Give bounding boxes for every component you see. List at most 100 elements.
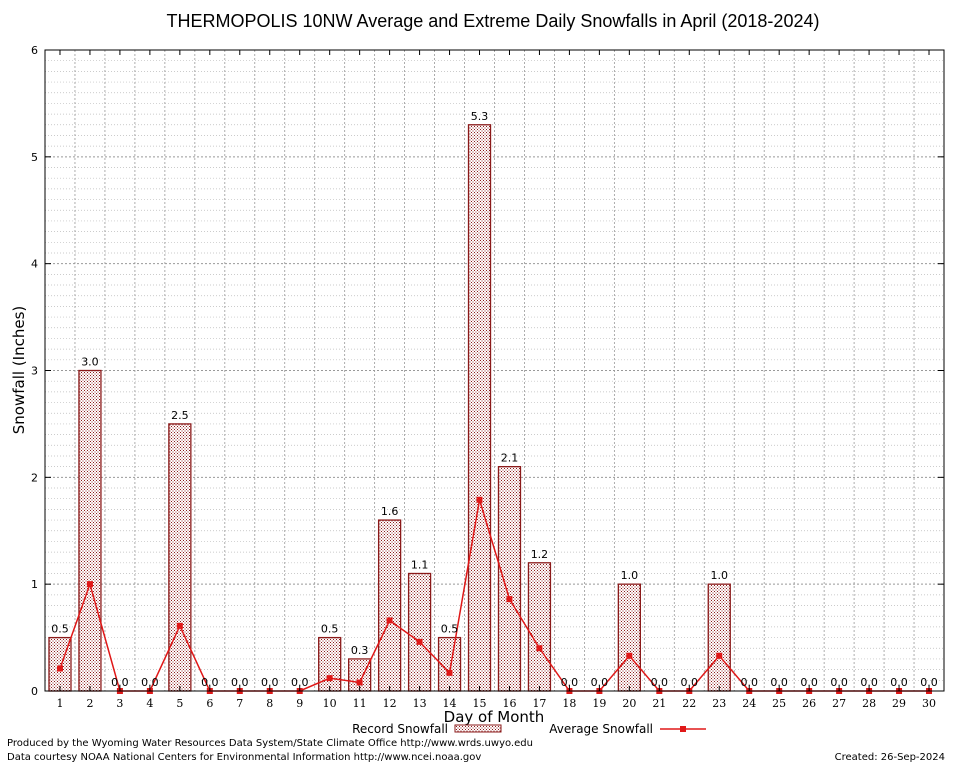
x-tick-label: 17 [532,697,546,710]
average-point [446,669,453,676]
bar-value-label: 1.6 [381,505,399,518]
x-tick-label: 24 [742,697,756,710]
bar-labels: 0.5 3.0 0.0 0.0 2.5 0.0 0.0 0.0 0.0 0.5 0.3 1.6 1.1 0… [51,110,938,689]
bars [48,124,731,692]
average-point [506,596,513,603]
x-tick-label: 7 [236,697,243,710]
record-bar [527,562,552,692]
bar-value-label: 0.0 [141,676,159,689]
x-tick-label: 20 [622,697,636,710]
x-tick-label: 4 [146,697,153,710]
bar-value-label: 5.3 [471,110,489,123]
bar-value-label: 3.0 [81,356,99,369]
x-tick-label: 13 [413,697,427,710]
record-bar [467,124,492,692]
average-point [386,617,393,624]
bar-value-label: 0.0 [681,676,699,689]
bar-value-label: 0.5 [441,623,459,636]
x-tick-label: 25 [772,697,786,710]
x-tick-label: 19 [592,697,606,710]
record-bar [407,572,432,692]
y-tick-label: 6 [31,44,38,57]
x-tick-label: 3 [116,697,123,710]
x-tick-label: 18 [562,697,576,710]
y-tick-label: 2 [31,471,38,484]
y-tick-label: 3 [31,365,38,378]
chart-title: THERMOPOLIS 10NW Average and Extreme Dai… [167,11,820,31]
bar-value-label: 0.0 [651,676,669,689]
bar-value-label: 0.0 [231,676,249,689]
legend: Record Snowfall Average Snowfall [352,722,706,736]
bar-value-label: 0.0 [770,676,788,689]
x-tick-label: 10 [323,697,337,710]
average-point [356,679,363,686]
average-point [476,496,483,503]
x-tick-label: 9 [296,697,303,710]
x-tick-label: 28 [862,697,876,710]
legend-record-swatch [454,724,502,733]
average-point [86,581,93,588]
bar-value-label: 0.0 [890,676,908,689]
bar-value-label: 2.1 [501,452,519,465]
average-point [626,652,633,659]
x-tick-label: 26 [802,697,816,710]
average-point [416,638,423,645]
average-point [536,645,543,652]
legend-average-label: Average Snowfall [549,722,653,736]
record-bar [318,636,342,692]
x-tick-label: 12 [383,697,397,710]
average-point [716,652,723,659]
average-point [176,622,183,629]
x-tick-label: 16 [502,697,516,710]
y-tick-label: 4 [31,258,38,271]
y-tick-label: 0 [31,685,38,698]
x-tick-label: 29 [892,697,906,710]
y-tick-label: 5 [31,151,38,164]
bar-value-label: 1.0 [711,569,729,582]
footer-produced-by: Produced by the Wyoming Water Resources … [7,738,533,749]
x-tick-label: 21 [652,697,666,710]
footer-data-courtesy: Data courtesy NOAA National Centers for … [7,752,482,763]
x-tick-label: 6 [206,697,213,710]
bar-value-label: 1.2 [531,548,549,561]
record-bar [168,423,192,692]
x-tick-label: 1 [56,697,63,710]
legend-average-marker [680,726,686,732]
x-tick-label: 30 [922,697,936,710]
y-axis-label: Snowfall (Inches) [10,306,28,434]
bar-value-label: 0.0 [201,676,219,689]
bar-value-label: 0.0 [740,676,758,689]
record-bar [497,465,522,692]
bar-value-label: 1.1 [411,558,429,571]
record-bar [377,519,402,692]
x-tick-label: 23 [712,697,726,710]
bar-value-label: 0.0 [591,676,609,689]
bar-value-label: 0.5 [321,623,339,636]
bar-value-label: 0.0 [111,676,129,689]
bar-value-label: 0.5 [51,623,69,636]
bar-value-label: 0.0 [830,676,848,689]
grid [45,50,944,691]
x-tick-label: 15 [473,697,487,710]
bar-value-label: 0.0 [920,676,938,689]
x-tick-label: 22 [682,697,696,710]
bar-value-label: 0.3 [351,644,369,657]
bar-value-label: 0.0 [800,676,818,689]
x-tick-label: 14 [443,697,457,710]
x-tick-label: 2 [86,697,93,710]
record-bar [617,583,641,692]
bar-value-label: 0.0 [860,676,878,689]
average-point [326,675,333,682]
x-tick-label: 8 [266,697,273,710]
bar-value-label: 2.5 [171,409,189,422]
bar-value-label: 0.0 [261,676,279,689]
x-tick-label: 5 [176,697,183,710]
x-tick-label: 11 [353,697,367,710]
average-point [56,665,63,672]
x-tick-label: 27 [832,697,846,710]
legend-record-label: Record Snowfall [352,722,448,736]
x-axis-label: Day of Month [444,708,545,726]
record-bar [78,369,102,692]
